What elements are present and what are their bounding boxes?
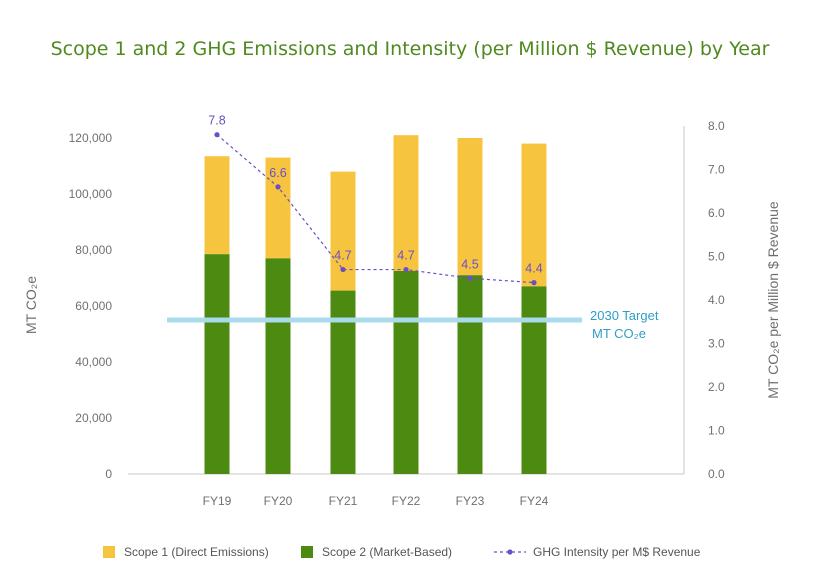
right-axis-title: MT CO₂e per Million $ Revenue xyxy=(765,201,781,399)
x-axis-tick-label: FY19 xyxy=(203,494,232,508)
bars-layer xyxy=(204,135,547,474)
left-axis-tick-label: 0 xyxy=(105,467,112,481)
left-axis-tick-label: 20,000 xyxy=(75,411,112,425)
target-layer: 2030 Target MT CO₂e xyxy=(167,308,659,341)
left-axis-title: MT CO₂e xyxy=(23,276,39,334)
right-axis-tick-label: 0.0 xyxy=(708,467,725,481)
scope2-bar xyxy=(393,271,419,474)
x-axis-tick-label: FY24 xyxy=(520,494,549,508)
left-axis-tick-label: 120,000 xyxy=(69,131,113,145)
intensity-data-label: 6.6 xyxy=(269,166,286,180)
right-axis-tick-label: 7.0 xyxy=(708,163,725,177)
legend-intensity-label: GHG Intensity per M$ Revenue xyxy=(533,545,701,559)
target-label: 2030 Target xyxy=(590,308,659,323)
scope1-bar xyxy=(393,135,419,271)
x-axis-tick-label: FY21 xyxy=(329,494,358,508)
intensity-data-label: 4.5 xyxy=(461,257,478,271)
legend-scope1-label: Scope 1 (Direct Emissions) xyxy=(124,545,269,559)
right-axis-tick-label: 4.0 xyxy=(708,293,725,307)
left-axis-tick-label: 100,000 xyxy=(69,187,113,201)
intensity-data-label: 7.8 xyxy=(208,114,225,128)
legend-scope2-swatch xyxy=(301,546,313,558)
x-axis-tick-label: FY22 xyxy=(392,494,421,508)
chart-title: Scope 1 and 2 GHG Emissions and Intensit… xyxy=(50,38,770,60)
scope1-bar xyxy=(330,171,356,291)
x-axis-tick-label: FY20 xyxy=(264,494,293,508)
legend: Scope 1 (Direct Emissions) Scope 2 (Marke… xyxy=(103,545,701,559)
intensity-line-layer: 7.8 6.6 4.7 4.7 4.5 4.4 xyxy=(208,114,543,286)
left-axis-tick-label: 80,000 xyxy=(75,243,112,257)
left-axis-tick-label: 40,000 xyxy=(75,355,112,369)
intensity-point xyxy=(340,266,346,273)
target-unit-label: MT CO₂e xyxy=(592,326,646,341)
scope2-bar xyxy=(204,254,230,474)
intensity-data-label: 4.4 xyxy=(525,262,542,276)
scope2-bar xyxy=(521,286,547,474)
scope1-bar xyxy=(204,156,230,255)
right-axis-tick-label: 1.0 xyxy=(708,424,725,438)
right-axis-tick-label: 5.0 xyxy=(708,250,725,264)
scope1-bar xyxy=(521,143,547,287)
intensity-point xyxy=(403,266,409,273)
scope1-bar xyxy=(457,138,483,276)
scope2-bar xyxy=(265,258,291,474)
chart-axes: 0 20,000 40,000 60,000 80,000 100,000 120,000 0… xyxy=(23,119,781,508)
left-axis-tick-label: 60,000 xyxy=(75,299,112,313)
scope1-bar xyxy=(265,157,291,259)
x-axis-tick-label: FY23 xyxy=(456,494,485,508)
right-axis-tick-label: 8.0 xyxy=(708,119,725,133)
intensity-data-label: 4.7 xyxy=(397,249,414,263)
scope2-bar xyxy=(457,275,483,474)
right-axis-tick-label: 3.0 xyxy=(708,337,725,351)
intensity-point xyxy=(531,280,537,286)
legend-scope1-swatch xyxy=(103,546,115,558)
legend-intensity-marker xyxy=(507,549,513,555)
intensity-line xyxy=(216,134,535,284)
legend-scope2-label: Scope 2 (Market-Based) xyxy=(322,545,452,559)
intensity-point xyxy=(214,132,220,138)
intensity-point xyxy=(467,275,473,281)
right-axis-tick-label: 2.0 xyxy=(708,380,725,394)
intensity-data-label: 4.7 xyxy=(334,249,351,263)
intensity-point xyxy=(275,184,281,190)
right-axis-tick-label: 6.0 xyxy=(708,206,725,220)
